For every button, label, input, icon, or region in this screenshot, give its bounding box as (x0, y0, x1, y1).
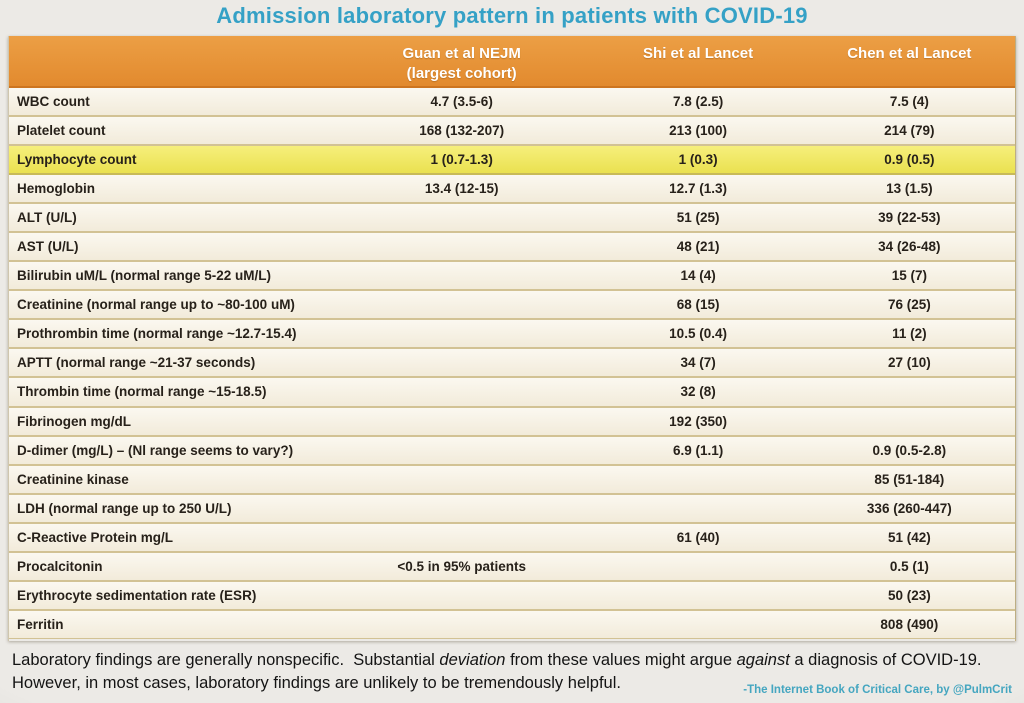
row-label: Hemoglobin (17, 181, 95, 197)
cell-chen: 13 (1.5) (886, 181, 933, 197)
cell-shi: 48 (21) (676, 239, 720, 255)
row-label: LDH (normal range up to 250 U/L) (17, 500, 232, 516)
table-row: AST (U/L) 48 (21) 34 (26-48) (9, 233, 1015, 263)
cell-chen: 27 (10) (887, 355, 931, 371)
footer-text-segment: a diagnosis of COVID-19. (789, 651, 982, 669)
row-label: WBC count (17, 94, 90, 110)
cell-guan: 4.7 (3.5-6) (430, 94, 493, 110)
attribution: -The Internet Book of Critical Care, by … (743, 684, 1012, 696)
cell-chen: 34 (26-48) (878, 239, 941, 255)
row-label: Bilirubin uM/L (normal range 5-22 uM/L) (17, 268, 272, 284)
cell-shi: 1 (0.3) (678, 152, 718, 168)
cell-chen: 11 (2) (892, 326, 927, 342)
cell-chen: 76 (25) (887, 297, 931, 313)
row-label: Creatinine kinase (17, 471, 129, 487)
cell-chen: 50 (23) (887, 587, 931, 603)
cell-shi: 7.8 (2.5) (672, 94, 724, 110)
cell-chen: 0.9 (0.5-2.8) (872, 442, 947, 458)
cell-guan: 13.4 (12-15) (424, 181, 499, 197)
page-title: Admission laboratory pattern in patients… (216, 3, 808, 28)
table-row: Creatinine (normal range up to ~80-100 u… (9, 291, 1015, 321)
cell-shi: 6.9 (1.1) (672, 442, 724, 458)
row-label: Prothrombin time (normal range ~12.7-15.… (17, 326, 297, 342)
row-label: Platelet count (17, 123, 106, 139)
table-row: Bilirubin uM/L (normal range 5-22 uM/L) … (9, 262, 1015, 292)
cell-chen: 808 (490) (880, 616, 939, 632)
footer-note: Laboratory findings are generally nonspe… (12, 649, 1014, 696)
cell-shi: 68 (15) (676, 297, 720, 313)
table-row: C-Reactive Protein mg/L 61 (40) 51 (42) (9, 523, 1015, 553)
column-header-guan: Guan et al NEJM (largest cohort) (331, 36, 593, 86)
cell-shi: 213 (100) (669, 123, 727, 139)
cell-shi: 51 (25) (676, 210, 720, 226)
footer-text-italic-deviation: deviation (439, 651, 506, 669)
cell-shi: 12.7 (1.3) (669, 181, 727, 197)
cell-shi: 14 (4) (680, 268, 716, 284)
footer-text-italic-against: against (736, 651, 790, 669)
row-label: D-dimer (mg/L) – (Nl range seems to vary… (17, 442, 294, 458)
row-label: Lymphocyte count (17, 152, 137, 168)
table-row: D-dimer (mg/L) – (Nl range seems to vary… (9, 436, 1015, 466)
cell-shi: 192 (350) (669, 413, 727, 429)
cell-chen: 39 (22-53) (878, 210, 941, 226)
cell-chen: 85 (51-184) (874, 471, 945, 487)
column-header-guan-line1: Guan et al NEJM (402, 45, 521, 62)
cell-guan: 168 (132-207) (419, 123, 505, 139)
footer-note-line1: Laboratory findings are generally nonspe… (12, 649, 1014, 672)
table-row: Hemoglobin 13.4 (12-15) 12.7 (1.3) 13 (1… (9, 175, 1015, 205)
row-label: C-Reactive Protein mg/L (17, 529, 174, 545)
row-label: Erythrocyte sedimentation rate (ESR) (17, 587, 257, 603)
column-header-chen-line1: Chen et al Lancet (847, 45, 972, 62)
table-row: Erythrocyte sedimentation rate (ESR) 50 … (9, 581, 1015, 611)
table-row: Lymphocyte count 1 (0.7-1.3) 1 (0.3) 0.9… (9, 146, 1015, 176)
row-label: Creatinine (normal range up to ~80-100 u… (17, 297, 295, 313)
column-header-shi-line1: Shi et al Lancet (643, 45, 754, 62)
row-label: AST (U/L) (17, 239, 79, 255)
row-label: Fibrinogen mg/dL (17, 413, 131, 429)
row-label: Thrombin time (normal range ~15-18.5) (17, 384, 267, 400)
column-header-chen: Chen et al Lancet (804, 36, 1015, 86)
row-label: Ferritin (17, 616, 64, 632)
cell-shi: 10.5 (0.4) (669, 326, 727, 342)
table-row: Platelet count 168 (132-207) 213 (100) 2… (9, 117, 1015, 147)
cell-shi: 34 (7) (680, 355, 716, 371)
table-row: Prothrombin time (normal range ~12.7-15.… (9, 320, 1015, 350)
lab-table: Guan et al NEJM (largest cohort) Shi et … (8, 36, 1016, 641)
table-row: ALT (U/L) 51 (25) 39 (22-53) (9, 204, 1015, 234)
footer-text-segment: Laboratory findings are generally nonspe… (12, 651, 440, 669)
cell-guan: 1 (0.7-1.3) (430, 152, 493, 168)
cell-chen: 0.9 (0.5) (884, 152, 935, 168)
table-row: APTT (normal range ~21-37 seconds) 34 (7… (9, 349, 1015, 379)
cell-guan: <0.5 in 95% patients (397, 558, 527, 574)
table-row: Creatinine kinase 85 (51-184) (9, 465, 1015, 495)
cell-chen: 7.5 (4) (889, 94, 929, 110)
table-row: Procalcitonin <0.5 in 95% patients 0.5 (… (9, 552, 1015, 582)
table-row: Thrombin time (normal range ~15-18.5) 32… (9, 378, 1015, 408)
cell-shi: 32 (8) (680, 384, 716, 400)
cell-chen: 214 (79) (884, 123, 935, 139)
column-header-shi: Shi et al Lancet (592, 36, 803, 86)
footer-note-line2: However, in most cases, laboratory findi… (12, 674, 621, 693)
table-body: WBC count 4.7 (3.5-6) 7.8 (2.5) 7.5 (4) … (9, 88, 1015, 639)
cell-chen: 15 (7) (891, 268, 927, 284)
table-row: Fibrinogen mg/dL 192 (350) (9, 407, 1015, 437)
row-label: Procalcitonin (17, 558, 103, 574)
cell-chen: 336 (260-447) (866, 500, 952, 516)
column-header-parameter (9, 36, 331, 86)
row-label: ALT (U/L) (17, 210, 77, 226)
cell-shi: 61 (40) (676, 529, 720, 545)
footer-text-segment: from these values might argue (505, 651, 737, 669)
row-label: APTT (normal range ~21-37 seconds) (17, 355, 256, 371)
table-row: LDH (normal range up to 250 U/L) 336 (26… (9, 494, 1015, 524)
table-row: WBC count 4.7 (3.5-6) 7.8 (2.5) 7.5 (4) (9, 88, 1015, 118)
cell-chen: 51 (42) (887, 529, 931, 545)
cell-chen: 0.5 (1) (889, 558, 929, 574)
column-header-guan-line2: (largest cohort) (406, 65, 517, 83)
table-header-row: Guan et al NEJM (largest cohort) Shi et … (9, 36, 1015, 88)
table-row: Ferritin 808 (490) (9, 610, 1015, 639)
